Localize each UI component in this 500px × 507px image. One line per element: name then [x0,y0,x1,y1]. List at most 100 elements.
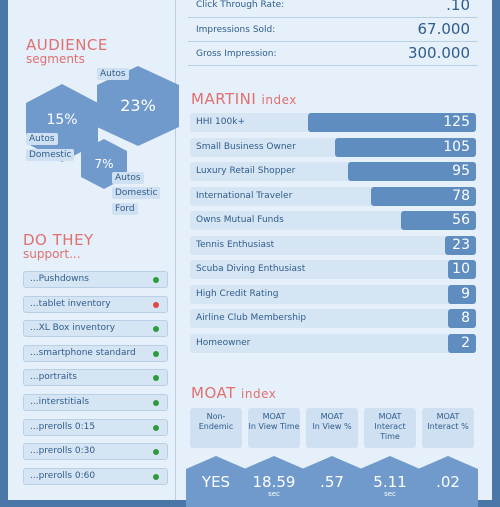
moat-column-header: MOAT Interact Time [364,408,416,448]
martini-value: 10 [452,261,470,277]
martini-bar: 95 [348,162,476,181]
martini-bar: 56 [400,211,476,230]
moat-hex [244,456,304,507]
moat-hex [418,456,478,507]
moat-title-main: MOAT [191,384,236,402]
column-divider [175,0,176,500]
support-item: ...tablet inventory [23,295,168,313]
support-item-label: ...XL Box inventory [30,323,116,334]
status-dot-icon [153,473,159,480]
support-item: ...prerolls 0:15 [23,418,168,436]
segment-tag: Ford [112,203,138,215]
martini-row: Homeowner 2 [190,333,476,353]
martini-bar: 105 [334,137,476,157]
segment-hex-2 [97,66,179,146]
stat-row-ctr: Click Through Rate: .10 [188,0,478,18]
stat-value: 67.000 [417,20,471,38]
martini-label: Owns Mutual Funds [196,215,284,225]
martini-row: Small Business Owner 105 [190,137,476,157]
status-dot-icon [153,301,159,308]
status-dot-icon [153,400,159,406]
martini-bar: 23 [445,235,476,255]
martini-row: HHI 100k+ 125 [190,113,476,132]
stat-label: Gross Impression: [196,49,277,59]
moat-title: MOAT index [191,384,276,402]
moat-header-line1: Non- [206,412,226,421]
support-item: ...Pushdowns [23,271,168,288]
status-dot-icon [153,326,159,333]
stat-label: Click Through Rate: [196,0,285,10]
moat-hex [360,456,420,507]
moat-header-line2: Endemic [198,422,234,431]
martini-row: Tennis Enthusiast 23 [190,235,476,255]
martini-row: Owns Mutual Funds 56 [190,211,476,230]
moat-column-header: Non- Endemic [190,408,242,448]
martini-label: Luxury Retail Shopper [196,166,296,176]
support-title: DO THEY [23,231,94,249]
moat-unit: sec [384,490,396,498]
status-dot-icon [153,424,159,431]
martini-label: Small Business Owner [196,141,296,152]
support-item-label: ...tablet inventory [30,298,111,309]
martini-value: 125 [443,114,470,130]
martini-label: Scuba Diving Enthusiast [196,264,306,274]
martini-label: High Credit Rating [196,288,279,299]
support-item-label: ...Pushdowns [30,274,89,284]
moat-header-line2: In View Time [248,422,300,431]
moat-header-line1: MOAT [378,412,402,421]
status-dot-icon [153,277,159,283]
status-dot-icon [153,375,159,382]
moat-value: YES [201,473,231,491]
stat-row-gross: Gross Impression: 300.000 [188,41,478,66]
segment-tag: Autos [97,68,129,80]
moat-hex [302,456,362,507]
martini-row: International Traveler 78 [190,186,476,206]
moat-value: 5.11 [373,473,407,491]
support-item: ...prerolls 0:30 [23,443,168,461]
moat-header-line1: MOAT [262,412,286,421]
support-item-label: ...interstitials [30,397,90,407]
segment-value-3: 7% [94,157,114,171]
support-item: ...smartphone standard [23,344,168,362]
support-item-label: ...smartphone standard [30,347,136,358]
stat-row-impressions: Impressions Sold: 67.000 [188,17,478,42]
martini-title-sub: index [261,93,297,107]
support-item-label: ...prerolls 0:30 [30,446,96,457]
status-dot-icon [153,350,159,357]
martini-bar: 78 [371,186,476,206]
moat-column-header: MOAT In View % [306,408,358,448]
martini-value: 23 [452,236,470,253]
moat-header-line1: MOAT [436,412,460,421]
moat-value: .02 [436,473,460,491]
status-dot-icon [153,449,159,456]
support-subtitle: support... [23,247,81,261]
martini-label: HHI 100k+ [196,117,245,127]
moat-header-line1: MOAT [320,412,344,421]
martini-bar: 10 [448,260,476,279]
audience-subtitle: segments [26,52,85,66]
martini-value: 105 [443,138,470,155]
moat-header-line2: Interact % [427,422,469,431]
moat-unit: sec [268,490,280,498]
audience-title: AUDIENCE [26,36,108,54]
moat-value: .57 [320,473,344,491]
martini-title: MARTINI index [191,90,297,108]
moat-hex [186,456,246,507]
support-item: ...prerolls 0:60 [23,467,168,485]
stat-label: Impressions Sold: [196,25,276,35]
martini-label: Airline Club Membership [196,313,307,323]
segment-tag: Autos [26,133,58,145]
martini-value: 56 [452,212,470,228]
martini-row: Airline Club Membership 8 [190,309,476,328]
support-item: ...XL Box inventory [23,320,168,338]
martini-value: 2 [461,334,470,351]
moat-column-header: MOAT In View Time [248,408,300,448]
martini-row: High Credit Rating 9 [190,284,476,304]
support-item-label: ...portraits [30,372,77,383]
martini-label: Homeowner [196,337,251,348]
martini-label: Tennis Enthusiast [196,239,275,250]
segment-tag: Domestic [112,187,161,199]
moat-header-line2: Interact Time [374,422,406,441]
martini-value: 8 [461,310,470,326]
moat-header-line2: In View % [312,422,352,431]
